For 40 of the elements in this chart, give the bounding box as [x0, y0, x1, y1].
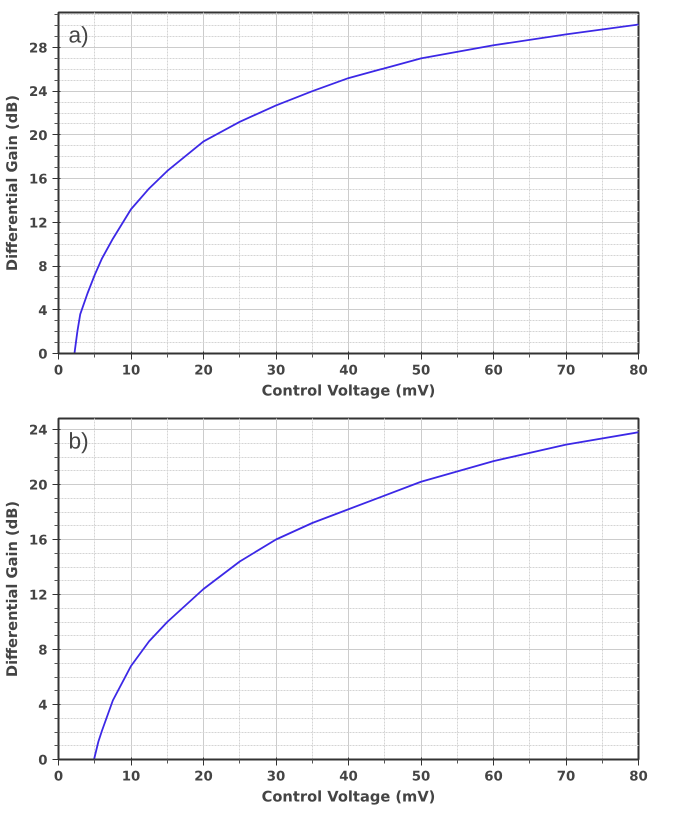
y-tick-label: 16: [28, 534, 48, 548]
annotation: b): [68, 428, 89, 454]
x-tick-label: 50: [412, 770, 430, 784]
y-tick-label: 12: [28, 588, 48, 604]
x-tick-label: 50: [412, 364, 430, 378]
x-tick-label: 10: [122, 364, 140, 378]
y-axis-title: Differential Gain (dB): [4, 94, 21, 272]
y-tick-label: 12: [28, 216, 48, 232]
x-tick-label: 60: [484, 364, 503, 378]
y-tick-label: 28: [28, 41, 48, 56]
y-tick-label: 0: [38, 754, 48, 768]
annotation: a): [68, 22, 89, 48]
x-tick-label: 20: [194, 770, 213, 784]
x-axis-title: Control Voltage (mV): [262, 382, 436, 400]
y-tick-label: 20: [28, 478, 48, 494]
x-tick-label: 0: [54, 364, 64, 378]
y-tick-label: 24: [28, 85, 48, 100]
x-tick-label: 80: [629, 770, 648, 784]
y-tick-label: 24: [28, 424, 48, 438]
y-tick-label: 4: [38, 304, 48, 319]
x-tick-label: 0: [54, 770, 64, 784]
x-tick-label: 30: [266, 364, 286, 378]
y-tick-label: 16: [28, 172, 48, 188]
x-tick-label: 20: [194, 364, 213, 378]
x-tick-label: 40: [339, 770, 358, 784]
x-tick-label: 30: [266, 770, 286, 784]
x-axis-title: Control Voltage (mV): [262, 788, 436, 806]
line-series: [93, 431, 638, 760]
x-tick-label: 10: [122, 770, 140, 784]
y-tick-label: 20: [28, 128, 48, 144]
y-tick-label: 8: [38, 644, 48, 658]
x-tick-label: 80: [629, 364, 648, 378]
x-tick-label: 70: [556, 364, 576, 378]
y-tick-label: 4: [38, 698, 48, 714]
y-tick-label: 0: [38, 348, 48, 362]
x-tick-label: 40: [339, 364, 358, 378]
y-axis-title: Differential Gain (dB): [4, 500, 21, 678]
x-tick-label: 70: [556, 770, 576, 784]
x-tick-label: 60: [484, 770, 503, 784]
y-tick-label: 8: [38, 260, 48, 276]
